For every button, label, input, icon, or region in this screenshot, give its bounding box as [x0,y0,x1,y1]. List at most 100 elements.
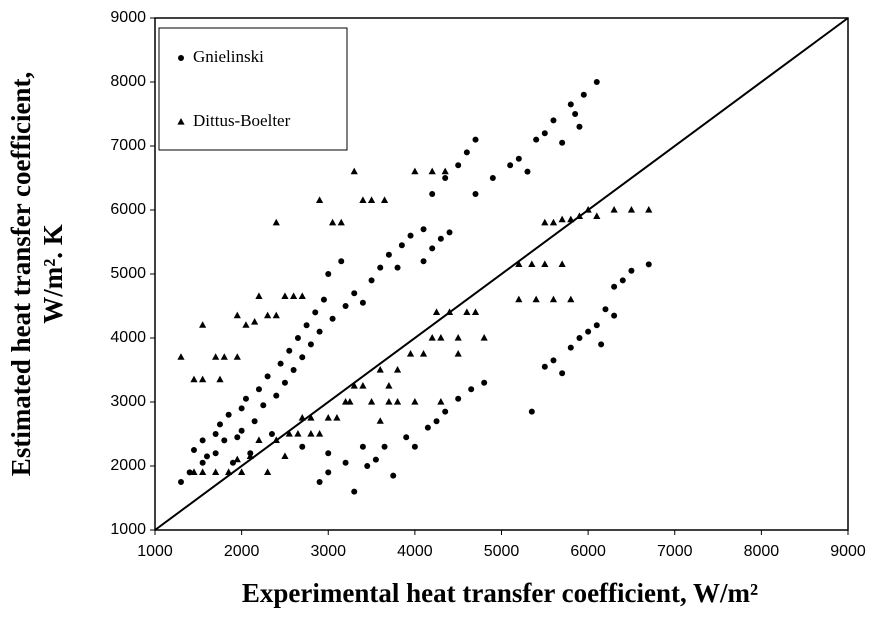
point [528,408,535,415]
point [342,459,349,466]
point [437,398,445,405]
point [393,366,402,373]
point [419,350,428,357]
point [472,136,479,143]
point [558,260,566,267]
x-tick-label: 4000 [397,543,433,560]
point [528,260,536,267]
x-tick-label: 3000 [310,543,346,560]
legend-box [158,27,348,151]
y-axis-title: W/m². K [38,224,68,324]
point [567,101,574,108]
point [385,398,393,405]
point [429,191,436,197]
point [329,315,336,322]
reference-line [154,17,849,531]
point [303,322,310,329]
point [390,472,397,479]
point [541,218,549,226]
y-tick-label: 5000 [110,265,146,282]
point [381,443,388,450]
point [341,398,350,405]
point [325,450,332,457]
point [325,271,332,277]
y-tick-label: 4000 [110,329,146,346]
point [273,392,280,399]
point [272,436,280,443]
point [255,436,263,443]
point [315,196,324,203]
point [298,292,306,299]
point [281,379,288,386]
point [541,363,548,370]
point [576,335,583,341]
point [515,295,523,303]
point [177,479,184,485]
x-axis-title: Experimental heat transfer coefficient, … [242,578,758,608]
point [342,303,349,309]
point [315,430,324,437]
point [549,218,558,226]
y-tick-label: 6000 [110,201,146,218]
point [212,450,219,457]
point [328,218,337,226]
point [376,366,384,373]
point [385,382,393,389]
point [455,395,462,402]
point [480,334,488,341]
point [572,111,579,117]
legend-marker [178,55,184,61]
point [238,427,245,434]
x-tick-label: 7000 [657,543,693,560]
point [272,311,280,319]
point [559,139,566,146]
point [199,437,206,444]
point [442,408,449,415]
point [359,299,366,306]
point [203,453,210,460]
point [242,395,249,402]
point [290,367,297,373]
point [515,155,522,162]
y-tick-label: 2000 [110,457,146,474]
point [298,414,306,421]
point [242,321,250,328]
point [255,292,263,299]
point [225,411,232,418]
point [550,357,557,364]
point [471,308,480,315]
point [221,437,228,444]
point [441,167,449,175]
point [424,424,431,431]
point [367,196,376,203]
point [515,260,523,267]
point [611,283,618,290]
point [294,335,301,341]
point [541,260,549,267]
x-tick-label: 5000 [484,543,520,560]
point [233,353,241,360]
point [268,431,275,437]
point [472,191,479,197]
point [281,292,289,299]
point [233,311,241,319]
point [351,488,358,495]
point [376,417,384,424]
point [593,322,600,329]
point [234,434,241,441]
point [627,206,636,213]
point [325,469,332,476]
point [454,334,462,341]
x-tick-label: 1000 [137,543,173,560]
y-tick-label: 8000 [110,73,146,90]
point [463,308,471,315]
point [190,375,198,383]
x-tick-label: 2000 [224,543,260,560]
point [225,468,233,475]
point [216,375,224,383]
point [286,347,293,354]
legend-marker [177,118,185,125]
point [338,258,345,265]
x-tick-label: 6000 [570,543,606,560]
y-tick-label: 7000 [110,137,146,154]
